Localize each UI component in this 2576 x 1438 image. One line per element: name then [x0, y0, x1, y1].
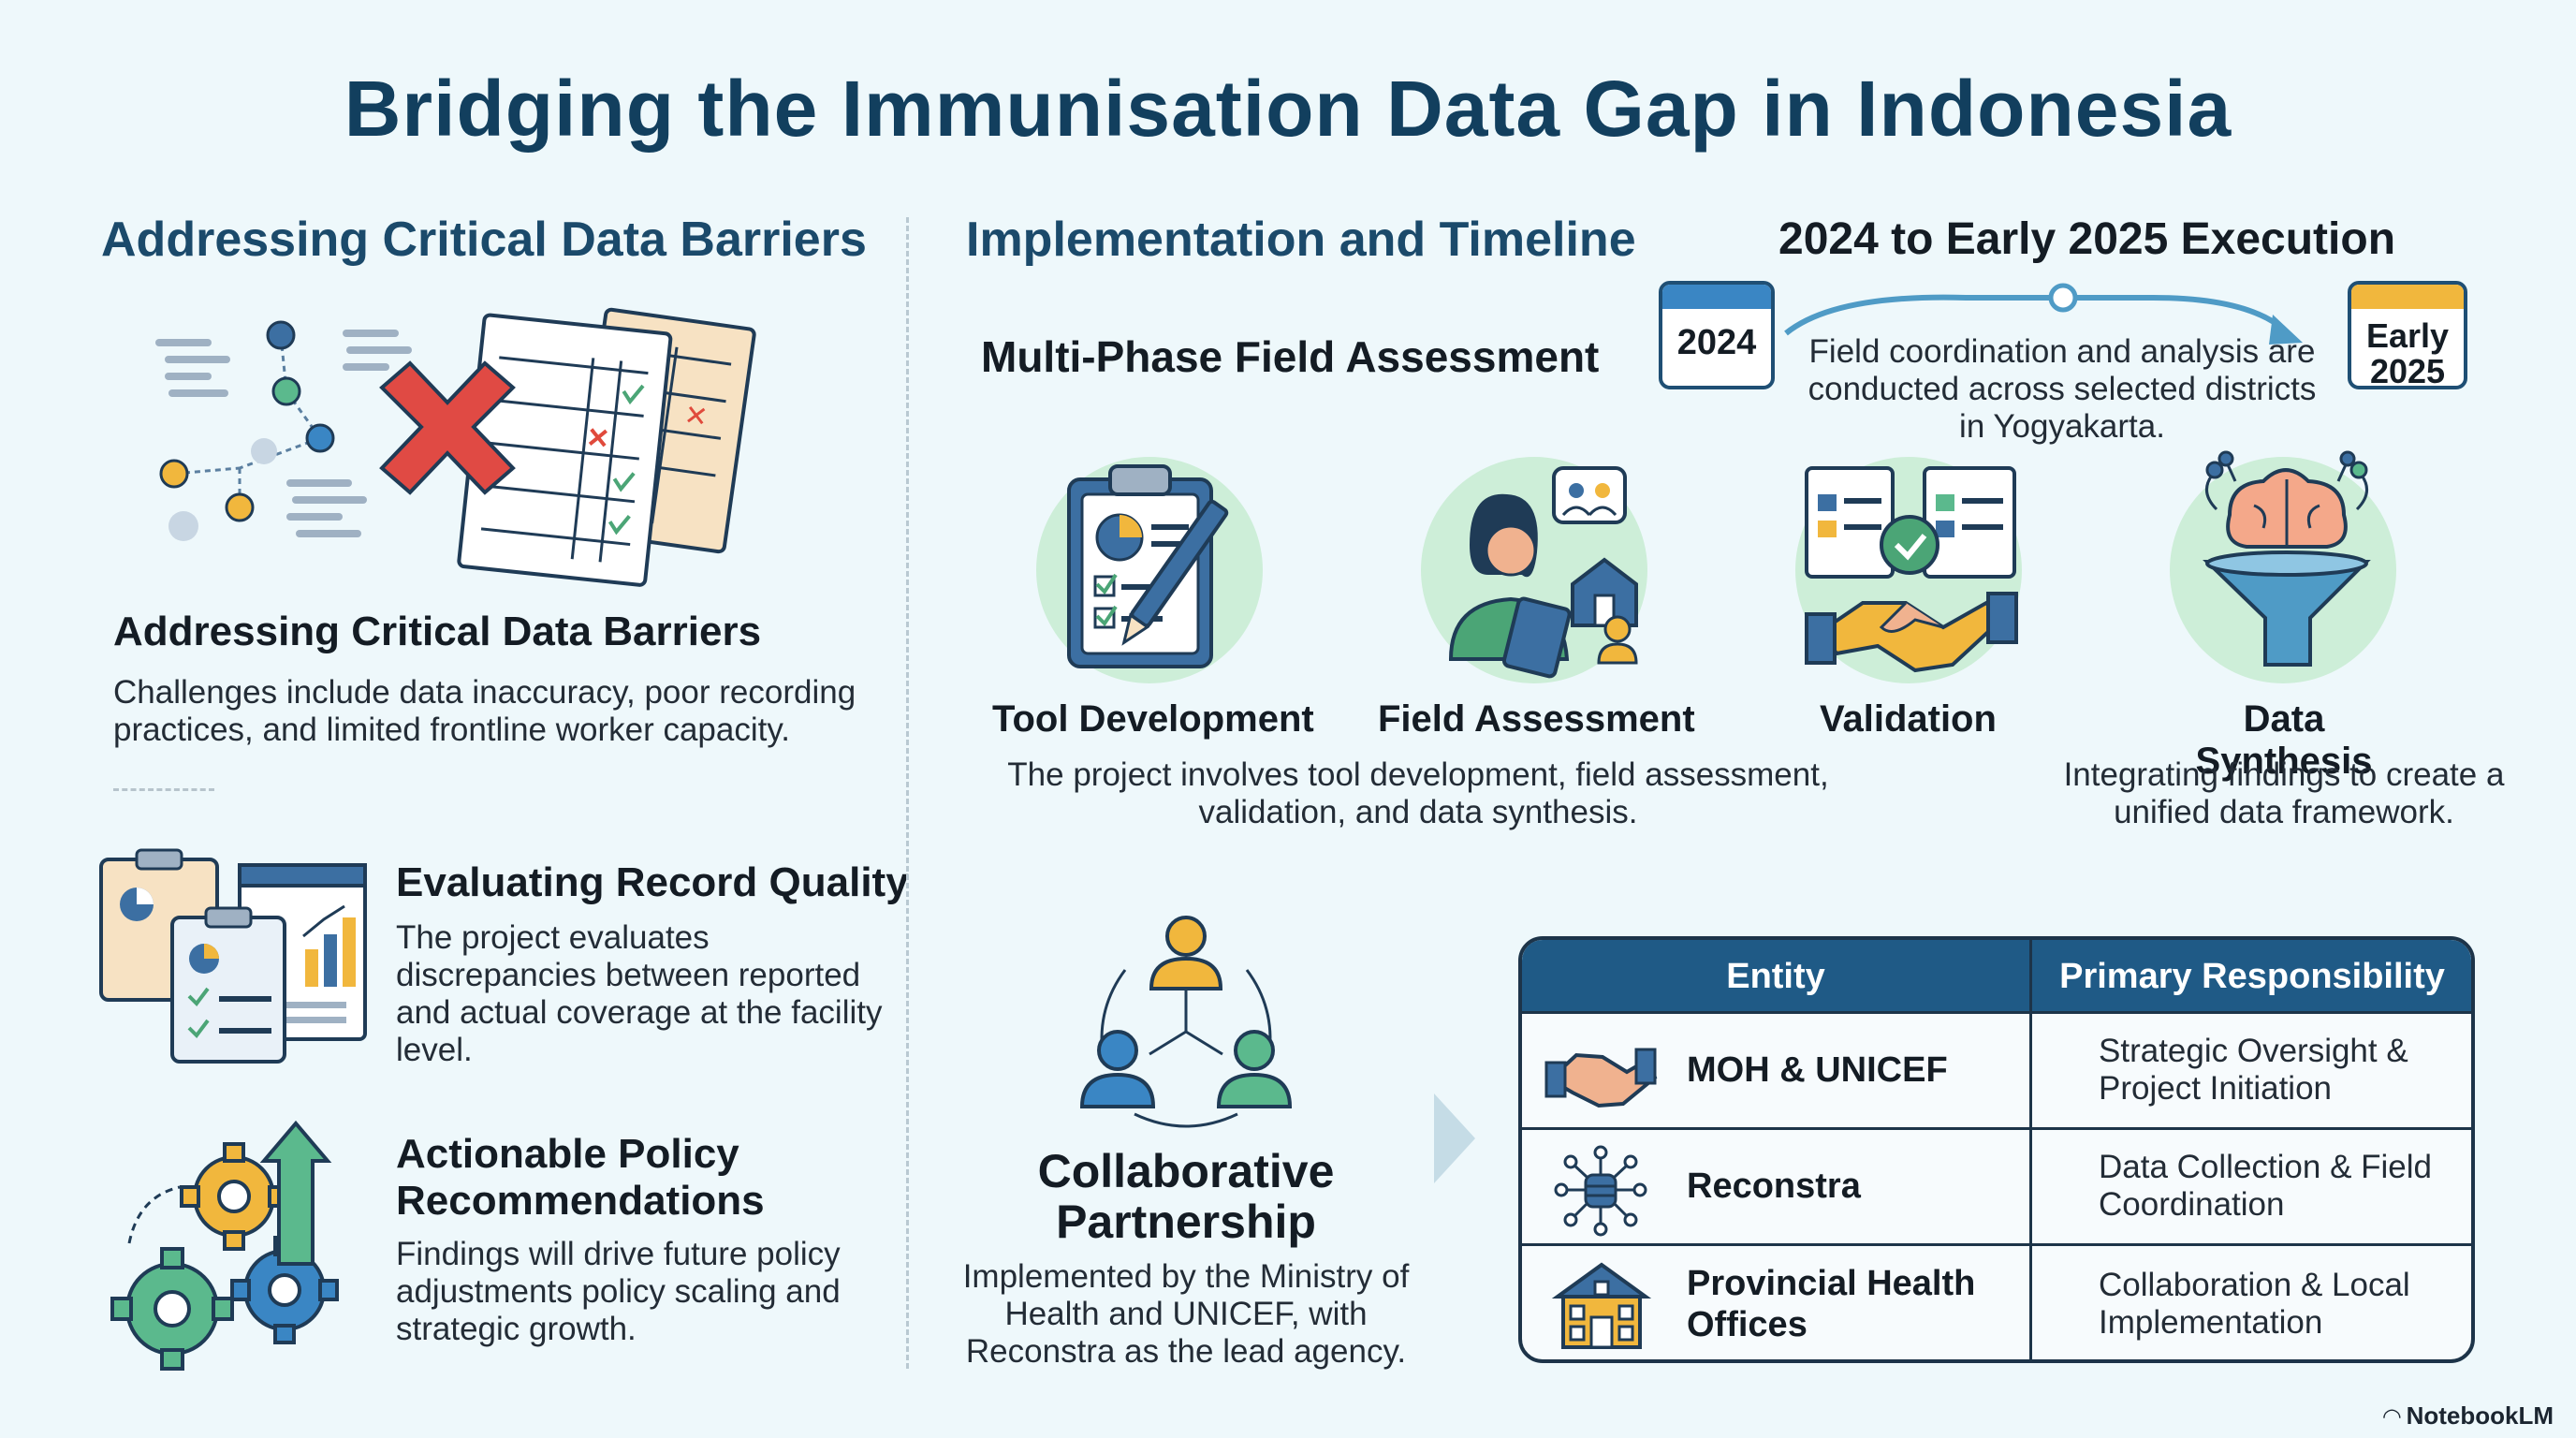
field-worker-icon [1448, 466, 1638, 679]
gears-growth-icon [110, 1120, 339, 1371]
timeline-heading: 2024 to Early 2025 Execution [1778, 214, 2396, 264]
phase-description: The project involves tool development, f… [1007, 756, 1829, 830]
notebooklm-brand: ◠ NotebookLM [2383, 1401, 2554, 1431]
page-title: Bridging the Immunisation Data Gap in In… [344, 65, 2232, 153]
policy-title: Actionable Policy Recommendations [396, 1131, 765, 1224]
brand-logo-icon: ◠ [2383, 1404, 2401, 1430]
partnership-text: Implemented by the Ministry of Health an… [962, 1258, 1410, 1370]
table-entity: Reconstra [1687, 1167, 1861, 1206]
table-row: Reconstra Data Collection & Field Coordi… [1522, 1127, 2471, 1243]
table-row: MOH & UNICEF Strategic Oversight & Proje… [1522, 1011, 2471, 1127]
phase-heading: Multi-Phase Field Assessment [981, 332, 1600, 381]
svg-text:✕: ✕ [682, 399, 710, 434]
right-section-heading: Implementation and Timeline [966, 213, 1636, 267]
quality-title: Evaluating Record Quality [396, 859, 909, 905]
synthesis-description: Integrating findings to create a unified… [2063, 756, 2505, 830]
clipboard-pen-icon [1067, 464, 1229, 668]
timeline-text: Field coordination and analysis are cond… [1808, 333, 2317, 445]
responsibility-table: Entity Primary Responsibility MOH & UNIC… [1518, 936, 2475, 1363]
phase-label-validation: Validation [1820, 698, 1997, 740]
barriers-title: Addressing Critical Data Barriers [113, 609, 762, 654]
record-quality-icon [99, 848, 367, 1064]
brand-label: NotebookLM [2406, 1401, 2554, 1430]
phase-label-data-synthesis: Data Synthesis [2195, 698, 2373, 782]
column-divider [906, 217, 909, 1369]
partnership-people-icon [1079, 916, 1293, 1128]
timeline-start-calendar: 2024 [1659, 281, 1775, 389]
brain-funnel-icon [2203, 450, 2371, 667]
phase-label-field-assessment: Field Assessment [1378, 698, 1695, 740]
section-divider [113, 788, 214, 791]
handshake-validation-icon [1805, 466, 2018, 673]
barriers-text: Challenges include data inaccuracy, poor… [113, 674, 856, 748]
table-responsibility: Collaboration & Local Implementation [2099, 1267, 2410, 1341]
table-entity: Provincial Health Offices [1687, 1264, 1976, 1344]
handshake-icon [1544, 1048, 1658, 1108]
quality-text: The project evaluates discrepancies betw… [396, 919, 883, 1068]
building-icon [1551, 1262, 1652, 1349]
data-barrier-illustration: ✕ [155, 307, 756, 587]
pointer-arrow [1434, 1093, 1475, 1183]
timeline-end-label: Early 2025 [2365, 316, 2450, 390]
timeline-end-calendar: Early 2025 [2348, 281, 2467, 389]
left-section-heading: Addressing Critical Data Barriers [101, 213, 867, 267]
phase-label-tool-development: Tool Development [992, 698, 1314, 740]
table-responsibility: Strategic Oversight & Project Initiation [2099, 1033, 2408, 1107]
timeline-arrow [1784, 283, 2303, 345]
timeline-start-label: 2024 [1676, 323, 1757, 362]
table-row: Provincial Health Offices Collaboration … [1522, 1243, 2471, 1359]
table-header-entity: Entity [1726, 957, 1825, 996]
partnership-title: Collaborative Partnership [1037, 1145, 1335, 1248]
table-header-responsibility: Primary Responsibility [2059, 957, 2445, 996]
table-column-divider [2029, 940, 2032, 1359]
network-database-icon [1554, 1145, 1647, 1237]
table-responsibility: Data Collection & Field Coordination [2099, 1149, 2432, 1223]
table-header: Entity Primary Responsibility [1522, 940, 2471, 1013]
table-entity: MOH & UNICEF [1687, 1050, 1948, 1090]
policy-text: Findings will drive future policy adjust… [396, 1236, 841, 1347]
